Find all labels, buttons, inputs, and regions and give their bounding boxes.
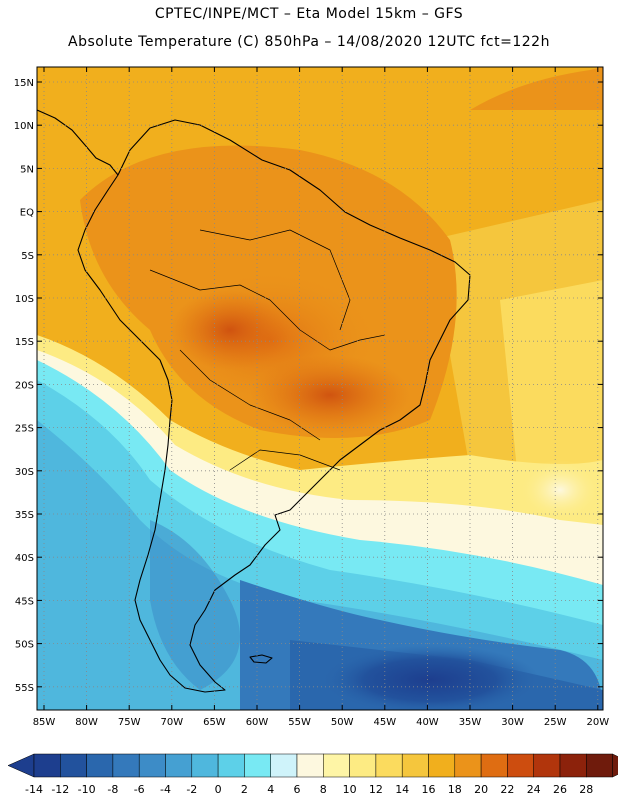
colorbar-swatch <box>559 753 587 778</box>
longitude-label: 60W <box>246 717 269 728</box>
colorbar-swatch <box>296 753 324 778</box>
longitude-label: 65W <box>203 717 226 728</box>
colorbar-tick-label: 2 <box>241 783 248 796</box>
map-subtitle: Absolute Temperature (C) 850hPa – 14/08/… <box>68 34 550 50</box>
border-internal-2 <box>199 229 351 331</box>
colorbar-swatch <box>86 753 114 778</box>
border-internal-1 <box>149 269 386 351</box>
falklands <box>249 654 273 664</box>
latitude-label: EQ <box>20 208 34 219</box>
colorbar-swatch <box>138 753 166 778</box>
colorbar-tick-label: 10 <box>343 783 357 796</box>
coast-central-america <box>37 109 119 176</box>
temperature-map: 15N 10N 5N EQ 5S 10S 15S 20S 25S 30S 35S 40S 45S 50S 5… <box>14 66 610 728</box>
colorbar-tick-label: -12 <box>51 783 69 796</box>
longitude-label: 80W <box>75 717 98 728</box>
colorbar-tick-label: -10 <box>78 783 96 796</box>
longitude-label: 85W <box>33 717 56 728</box>
colorbar-swatch <box>428 753 456 778</box>
colorbar-swatch <box>401 753 429 778</box>
map-ticks <box>37 67 603 710</box>
longitude-label: 45W <box>373 717 396 728</box>
colorbar-tick-label: 0 <box>215 783 222 796</box>
longitude-label: 30W <box>501 717 524 728</box>
colorbar-swatch <box>507 753 534 778</box>
latitude-label: 55S <box>15 683 34 694</box>
longitude-label: 35W <box>459 717 482 728</box>
colorbar-tick-label: 18 <box>448 783 462 796</box>
longitude-label: 25W <box>544 717 567 728</box>
latitude-label: 5S <box>21 251 34 262</box>
latitude-label: 20S <box>15 380 34 391</box>
latitude-label: 25S <box>15 424 34 435</box>
colorbar-swatch <box>349 753 377 778</box>
field-pale-patch <box>520 460 600 520</box>
colorbar-tick-label: 6 <box>294 783 301 796</box>
latitude-labels: 15N 10N 5N EQ 5S 10S 15S 20S 25S 30S 35S 40S 45S 50S 5… <box>14 78 34 694</box>
longitude-label: 40W <box>416 717 439 728</box>
longitude-label: 55W <box>288 717 311 728</box>
map-frame <box>36 66 604 711</box>
latitude-label: 45S <box>15 596 34 607</box>
field-andes-cold <box>150 520 240 690</box>
colorbar-tick-label: 8 <box>320 783 327 796</box>
field-band-16 <box>500 280 603 500</box>
colorbar-swatch <box>60 753 87 778</box>
colorbar-swatch <box>533 753 561 778</box>
colorbar-swatch <box>33 753 61 778</box>
colorbar-swatch <box>244 753 271 778</box>
longitude-label: 75W <box>118 717 141 728</box>
colorbar-swatch <box>270 753 298 778</box>
longitude-label: 50W <box>331 717 354 728</box>
colorbar-tick-label: 14 <box>395 783 409 796</box>
colorbar-tick-label: 28 <box>579 783 593 796</box>
longitude-labels: 85W 80W 75W 70W 65W 60W 55W 50W 45W 40W 35W 30W 25W 2… <box>33 717 610 728</box>
colorbar-tick-label: -2 <box>186 783 197 796</box>
colorbar-tick-label: -14 <box>25 783 43 796</box>
colorbar: -14 -12 -10 -8 -6 -4 -2 0 2 4 6 8 10 12 14 16 18 20 22 24 26… <box>7 753 618 796</box>
colorbar-tick-label: 24 <box>527 783 541 796</box>
temperature-field <box>37 67 603 710</box>
colorbar-tick-label: 16 <box>422 783 436 796</box>
field-hottest <box>250 355 410 435</box>
field-cold-core <box>320 645 540 710</box>
border-internal-4 <box>229 449 341 471</box>
colorbar-tick-label: 4 <box>267 783 274 796</box>
colorbar-arrow-high <box>612 753 618 778</box>
latitude-label: 40S <box>15 553 34 564</box>
colorbar-swatch <box>112 753 140 778</box>
colorbar-swatch <box>480 753 508 778</box>
colorbar-swatch <box>375 753 403 778</box>
colorbar-tick-label: 20 <box>474 783 488 796</box>
latitude-label: 15S <box>15 337 34 348</box>
colorbar-tick-label: -6 <box>134 783 145 796</box>
latitude-label: 10S <box>15 294 34 305</box>
map-title: CPTEC/INPE/MCT – Eta Model 15km – GFS <box>154 6 464 22</box>
longitude-label: 70W <box>160 717 183 728</box>
colorbar-swatch <box>454 753 482 778</box>
colorbar-tick-label: 12 <box>369 783 383 796</box>
field-band-20-north <box>470 67 603 110</box>
latitude-label: 15N <box>14 78 34 89</box>
colorbar-tick-label: 22 <box>500 783 514 796</box>
colorbar-arrow-low <box>7 753 35 778</box>
colorbar-tick-label: 26 <box>553 783 567 796</box>
field-hot-west <box>170 290 290 370</box>
colorbar-tick-label: -8 <box>107 783 118 796</box>
longitude-label: 20W <box>586 717 609 728</box>
latitude-label: 30S <box>15 467 34 478</box>
colorbar-swatch <box>323 753 350 778</box>
latitude-label: 50S <box>15 640 34 651</box>
colorbar-swatch <box>217 753 245 778</box>
colorbar-swatch <box>586 753 613 778</box>
colorbar-swatch <box>191 753 219 778</box>
latitude-label: 5N <box>20 164 34 175</box>
latitude-label: 10N <box>14 121 34 132</box>
coast-south-america <box>77 119 471 693</box>
border-internal-3 <box>179 349 321 441</box>
coastlines <box>37 109 471 693</box>
colorbar-swatch <box>165 753 193 778</box>
latitude-label: 35S <box>15 510 34 521</box>
colorbar-tick-label: -4 <box>160 783 171 796</box>
